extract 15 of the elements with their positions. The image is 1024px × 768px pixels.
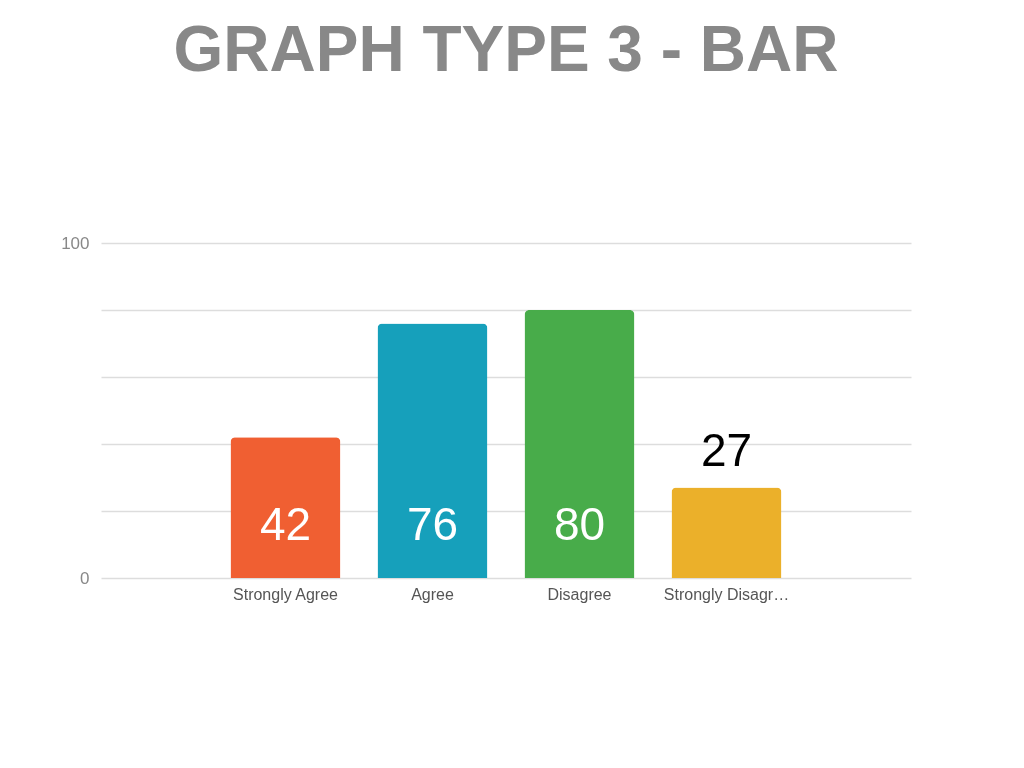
y-tick-label: 100 [61,233,90,253]
data-label: 42 [259,498,312,550]
data-label: 76 [406,498,459,550]
x-tick-label: Disagree [547,585,612,603]
x-tick-label: Strongly Disagr… [663,585,790,603]
x-tick-label: Agree [411,585,454,603]
bar [230,437,341,578]
x-tick-label: Strongly Agree [233,585,339,603]
data-label: 27 [700,423,753,476]
y-tick-label: 0 [80,568,90,588]
bar [524,310,635,578]
bar [671,487,782,578]
bar [377,323,488,578]
chart-title: GRAPH TYPE 3 - BAR [173,13,839,85]
data-label: 80 [553,498,606,550]
